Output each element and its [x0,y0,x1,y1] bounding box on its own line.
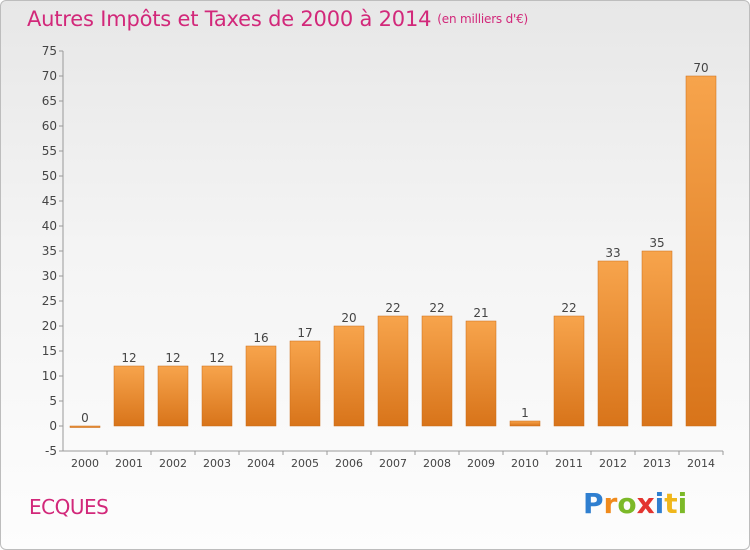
data-label: 35 [649,236,664,250]
logo-letter: i [654,487,665,520]
bar[interactable] [157,365,189,427]
y-tick-label: 60 [42,119,57,133]
y-tick-label: 30 [42,269,57,283]
bar-series [69,75,717,428]
chart-unit: (en milliers d'€) [437,12,529,26]
bar[interactable] [421,315,453,427]
x-tick-label: 2008 [423,457,451,470]
x-tick-label: 2010 [511,457,539,470]
data-label: 17 [297,326,312,340]
data-label: 12 [165,351,180,365]
data-label: 22 [385,301,400,315]
x-tick-label: 2007 [379,457,407,470]
bar[interactable] [245,345,277,427]
y-tick-label: 55 [42,144,57,158]
x-tick-label: 2002 [159,457,187,470]
chart-title: Autres Impôts et Taxes de 2000 à 2014 (en… [27,7,528,31]
chart-title-text: Autres Impôts et Taxes de 2000 à 2014 [27,7,432,31]
bar[interactable] [509,420,541,427]
x-tick-label: 2011 [555,457,583,470]
logo-letter: r [603,487,618,520]
data-label: 21 [473,306,488,320]
data-label: 20 [341,311,356,325]
data-label: 22 [429,301,444,315]
x-tick-label: 2004 [247,457,275,470]
data-labels: 0 12 12 12 16 17 20 22 22 21 1 22 33 35 70 [81,61,708,425]
bar[interactable] [113,365,145,427]
bar[interactable] [289,340,321,427]
data-label: 16 [253,331,268,345]
bar[interactable] [465,320,497,427]
y-tick-label: 25 [42,294,57,308]
y-tick-label: 45 [42,194,57,208]
x-axis: 2000 2001 2002 2003 2004 2005 2006 2007 2008 2009… [63,450,724,470]
data-label: 0 [81,411,89,425]
y-tick-label: 10 [42,369,57,383]
bar[interactable] [333,325,365,427]
bar[interactable] [69,425,101,428]
y-tick-label: 40 [42,219,57,233]
y-tick-label: 35 [42,244,57,258]
bar[interactable] [597,260,629,427]
x-tick-label: 2003 [203,457,231,470]
x-tick-label: 2012 [599,457,627,470]
data-label: 70 [693,61,708,75]
y-tick-label: 15 [42,344,57,358]
data-label: 1 [521,406,529,420]
x-tick-label: 2006 [335,457,363,470]
bar[interactable] [553,315,585,427]
logo-letter: i [677,487,688,520]
y-tick-label: 20 [42,319,57,333]
proxiti-logo[interactable]: Proxiti [583,487,687,520]
bar[interactable] [201,365,233,427]
y-tick-label: 65 [42,94,57,108]
logo-letter: x [636,487,655,520]
bar[interactable] [685,75,717,427]
y-tick-label: 75 [42,44,57,58]
logo-letter: P [583,487,604,520]
y-tick-label: 5 [49,394,57,408]
x-tick-label: 2001 [115,457,143,470]
x-tick-label: 2000 [71,457,99,470]
y-axis: -5 0 5 10 15 20 25 30 35 40 45 50 55 60 65 70 75 [42,44,64,458]
y-tick-label: 0 [49,419,57,433]
logo-letter: t [664,487,678,520]
data-label: 12 [121,351,136,365]
x-tick-label: 2014 [687,457,715,470]
logo-letter: o [617,487,637,520]
x-tick-label: 2005 [291,457,319,470]
data-label: 33 [605,246,620,260]
x-tick-label: 2009 [467,457,495,470]
commune-name: ECQUES [29,495,109,519]
y-tick-label: -5 [45,444,57,458]
y-tick-label: 70 [42,69,57,83]
x-tick-label: 2013 [643,457,671,470]
data-label: 12 [209,351,224,365]
bar[interactable] [641,250,673,427]
bar[interactable] [377,315,409,427]
y-tick-label: 50 [42,169,57,183]
data-label: 22 [561,301,576,315]
